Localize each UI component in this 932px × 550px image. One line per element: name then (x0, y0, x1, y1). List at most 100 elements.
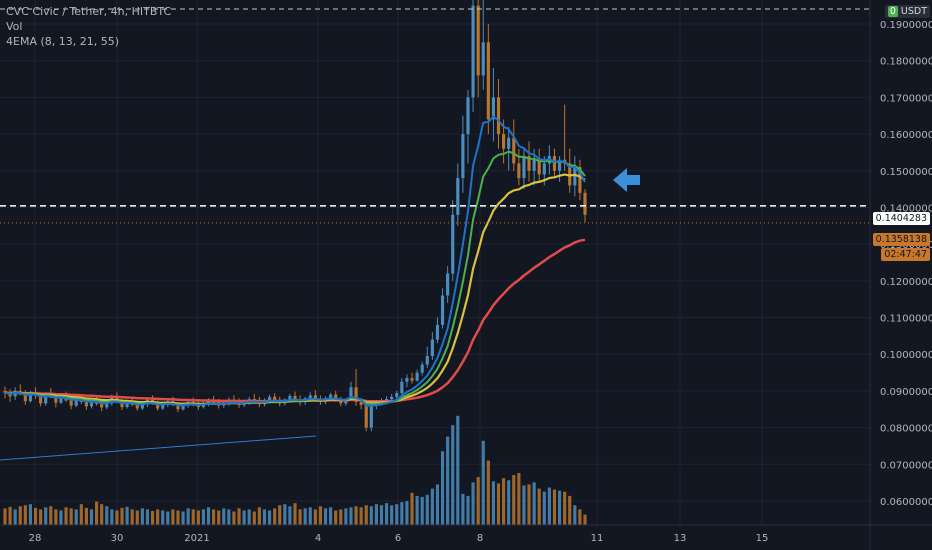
time-tick-label: 2021 (184, 533, 209, 544)
volume-bar (181, 511, 185, 525)
volume-bar (517, 473, 521, 525)
volume-bar (415, 495, 419, 525)
volume-bar (395, 504, 399, 525)
ema8-line (4, 115, 586, 407)
candle-body (496, 97, 501, 135)
candle-body (476, 5, 480, 76)
volume-bar (451, 425, 455, 525)
price-tick-label: 0.1700000 (880, 93, 932, 104)
candle-body (395, 393, 399, 397)
volume-bar (217, 510, 221, 525)
candle-body (430, 339, 434, 357)
volume-bar (446, 436, 450, 525)
time-tick-label: 28 (29, 533, 42, 544)
volume-bar (74, 509, 78, 525)
volume-bar (288, 506, 292, 525)
volume-bar (237, 508, 241, 525)
volume-bar (156, 509, 160, 525)
volume-bar (283, 504, 287, 525)
candle-body (44, 394, 48, 404)
candle-body (69, 400, 73, 406)
candle-body (293, 396, 297, 400)
volume-bar (334, 510, 338, 525)
candle-body (507, 137, 511, 149)
volume-bar (23, 505, 27, 525)
volume-bar (298, 509, 302, 525)
time-tick-label: 30 (111, 533, 124, 544)
candle-body (354, 387, 358, 402)
ema-indicator-label: 4EMA (8, 13, 21, 55) (6, 35, 120, 48)
candle-body (84, 401, 88, 407)
volume-bar (273, 508, 277, 525)
volume-bar (120, 507, 124, 525)
candle-body (415, 372, 419, 381)
volume-bar (527, 484, 531, 525)
volume-bar (557, 490, 562, 525)
volume-bar (278, 505, 282, 525)
time-tick-label: 11 (591, 533, 604, 544)
candle-body (466, 97, 470, 135)
countdown-tag: 02:47:47 (881, 248, 930, 261)
price-tick-label: 0.1800000 (880, 57, 932, 68)
candle-body (491, 97, 495, 120)
candle-body (329, 394, 333, 399)
volume-bar (166, 511, 170, 525)
candle-body (532, 159, 536, 171)
candles (3, 0, 587, 432)
volume-bar (456, 415, 460, 525)
volume-bar (161, 510, 165, 525)
volume-bar (222, 508, 226, 525)
volume-bar (374, 504, 378, 525)
volume-bar (303, 508, 307, 525)
volume-bar (547, 487, 551, 525)
volume-bar (476, 477, 480, 525)
volume-bar (13, 509, 17, 525)
gridlines (0, 0, 870, 525)
ema55-line (4, 238, 586, 403)
volume-bar (145, 509, 150, 525)
volume-bar (364, 505, 368, 525)
volume-bar (44, 507, 48, 525)
volume-bar (390, 505, 394, 525)
candle-body (135, 404, 139, 409)
candle-body (578, 167, 582, 193)
volume-bar (507, 480, 511, 525)
volume-indicator-label: Vol (6, 20, 23, 33)
volume-bar (405, 501, 409, 525)
volume-bar (430, 488, 434, 525)
volume-bar (257, 507, 261, 525)
price-tick-label: 0.1600000 (880, 130, 932, 141)
currency-button[interactable]: 0 USDT (884, 5, 930, 18)
time-axis (0, 525, 932, 550)
volume-bar (379, 505, 384, 525)
candle-body (435, 324, 440, 340)
price-tick-label: 0.0900000 (880, 387, 932, 398)
candle-body (471, 5, 475, 98)
candle-body (512, 137, 516, 164)
candle-body (140, 404, 144, 409)
volume-bar (79, 504, 83, 525)
candle-body (410, 378, 414, 381)
volume-bar (64, 507, 68, 525)
candle-body (517, 163, 521, 179)
time-tick-label: 8 (477, 533, 483, 544)
volume-bar (318, 506, 323, 525)
candle-body (54, 397, 58, 403)
candle-body (273, 396, 277, 401)
volume-bar (323, 508, 328, 525)
candle-body (267, 396, 272, 401)
volume-bar (8, 506, 12, 525)
volume-bar (262, 509, 267, 525)
volume-bar (110, 509, 114, 525)
volume-bar (39, 509, 43, 525)
volume-bar (435, 484, 440, 525)
candle-body (313, 395, 317, 399)
volume-bar (206, 507, 211, 525)
volume-bar (171, 509, 175, 525)
candle-body (105, 403, 109, 408)
volume-bar (95, 501, 99, 525)
volume-bar (440, 451, 445, 525)
candle-body (451, 214, 455, 274)
